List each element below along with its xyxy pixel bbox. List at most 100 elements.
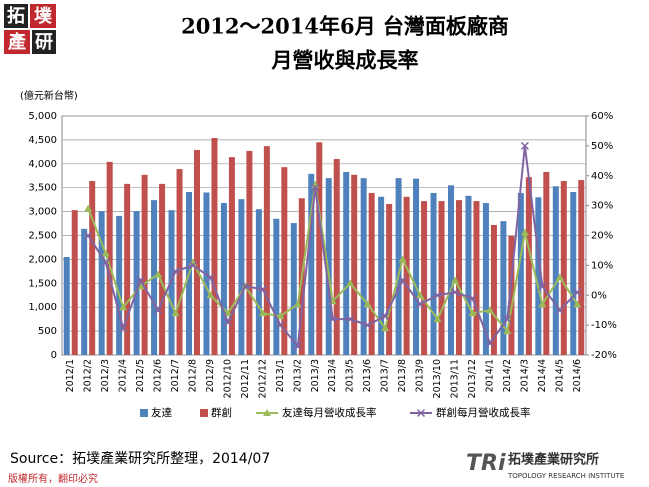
marker (468, 294, 477, 303)
marker (84, 204, 93, 212)
marker (538, 282, 547, 291)
y-axis-label: (億元新台幣) (20, 89, 78, 102)
legend-marker (263, 409, 271, 416)
bar (525, 177, 532, 355)
bar (456, 200, 462, 355)
bar (133, 211, 140, 355)
x-tick-label: 2012/12 (257, 359, 268, 398)
marker (188, 261, 198, 270)
bar (263, 146, 270, 355)
marker (363, 321, 372, 330)
bar (560, 181, 567, 355)
bar (89, 181, 96, 355)
marker (346, 279, 355, 287)
marker (363, 300, 372, 308)
marker (258, 285, 267, 294)
x-tick-label: 2013/8 (397, 359, 408, 392)
bar (106, 161, 113, 355)
marker (381, 324, 390, 332)
bar (124, 183, 131, 355)
bar (578, 180, 585, 355)
bar (290, 223, 297, 355)
y2-tick-label: 40% (591, 171, 613, 182)
x-tick-label: 2013/5 (345, 359, 356, 392)
bar (316, 142, 323, 355)
bar (246, 150, 253, 355)
legend-swatch (200, 409, 208, 417)
legend-swatch (140, 409, 148, 417)
marker (346, 315, 355, 324)
legend-label: 群創 (211, 406, 232, 419)
x-tick-label: 2014/2 (502, 359, 513, 392)
marker (381, 312, 390, 321)
x-tick-label: 2012/4 (118, 359, 129, 392)
bar (413, 178, 420, 355)
institute: 拓墣產業研究所 (508, 452, 599, 468)
marker (520, 141, 529, 150)
marker (119, 324, 128, 333)
bar (343, 171, 350, 355)
bar (490, 224, 497, 355)
marker (276, 321, 285, 330)
bar (543, 171, 550, 355)
bar (535, 197, 542, 355)
bar (482, 202, 489, 355)
bar (552, 186, 559, 355)
marker (171, 267, 180, 276)
marker (416, 291, 425, 299)
marker (223, 318, 232, 327)
bar (351, 174, 358, 355)
marker (433, 291, 442, 300)
x-tick-label: 2013/6 (362, 359, 373, 392)
marker (485, 339, 494, 348)
x-tick-label: 2014/4 (537, 359, 548, 392)
logo-block (4, 30, 30, 54)
bar (228, 157, 235, 355)
bar (281, 167, 288, 355)
marker (154, 270, 163, 278)
marker (416, 300, 425, 309)
legend-label: 友達每月營收成長率 (282, 406, 377, 419)
logo-block (30, 4, 56, 28)
x-tick-label: 2013/3 (310, 359, 321, 392)
marker (503, 315, 512, 324)
copyright: 版權所有，翻印必究 (8, 472, 98, 485)
marker (171, 309, 180, 317)
legend-label: 群創每月營收成長率 (436, 406, 531, 419)
x-tick-label: 2014/1 (484, 359, 495, 392)
bar (176, 169, 183, 355)
x-tick-label: 2013/9 (415, 359, 426, 392)
bar (378, 196, 385, 355)
bar (255, 209, 262, 355)
chart-title: 2012～2014年6月 台灣面板廠商 (181, 14, 509, 39)
marker (136, 276, 145, 285)
bar (325, 178, 332, 355)
bar (194, 149, 200, 355)
marker (206, 273, 215, 282)
marker (573, 288, 582, 297)
logo-char: 墣 (34, 6, 52, 27)
marker (398, 255, 407, 263)
bar (500, 221, 507, 355)
bar (448, 185, 454, 355)
bar (220, 202, 227, 355)
bar (465, 195, 472, 355)
chart-subtitle: 月營收與成長率 (271, 48, 419, 73)
x-tick-label: 2012/5 (135, 359, 146, 392)
x-tick-label: 2012/1 (65, 359, 76, 392)
bar (368, 192, 375, 355)
y-tick-label: 0 (51, 350, 57, 361)
x-tick-label: 2013/12 (467, 359, 478, 398)
y-tick-label: 3,000 (28, 207, 57, 218)
marker (101, 249, 110, 257)
y-tick-label: 3,500 (28, 183, 57, 194)
marker (84, 231, 93, 240)
marker (311, 183, 320, 192)
y2-tick-label: 50% (591, 141, 613, 152)
bar (63, 257, 70, 355)
logo-char: 研 (35, 32, 53, 53)
x-tick-label: 2012/6 (153, 359, 164, 392)
x-tick-label: 2012/8 (188, 359, 199, 392)
y-tick-label: 4,500 (28, 135, 57, 146)
